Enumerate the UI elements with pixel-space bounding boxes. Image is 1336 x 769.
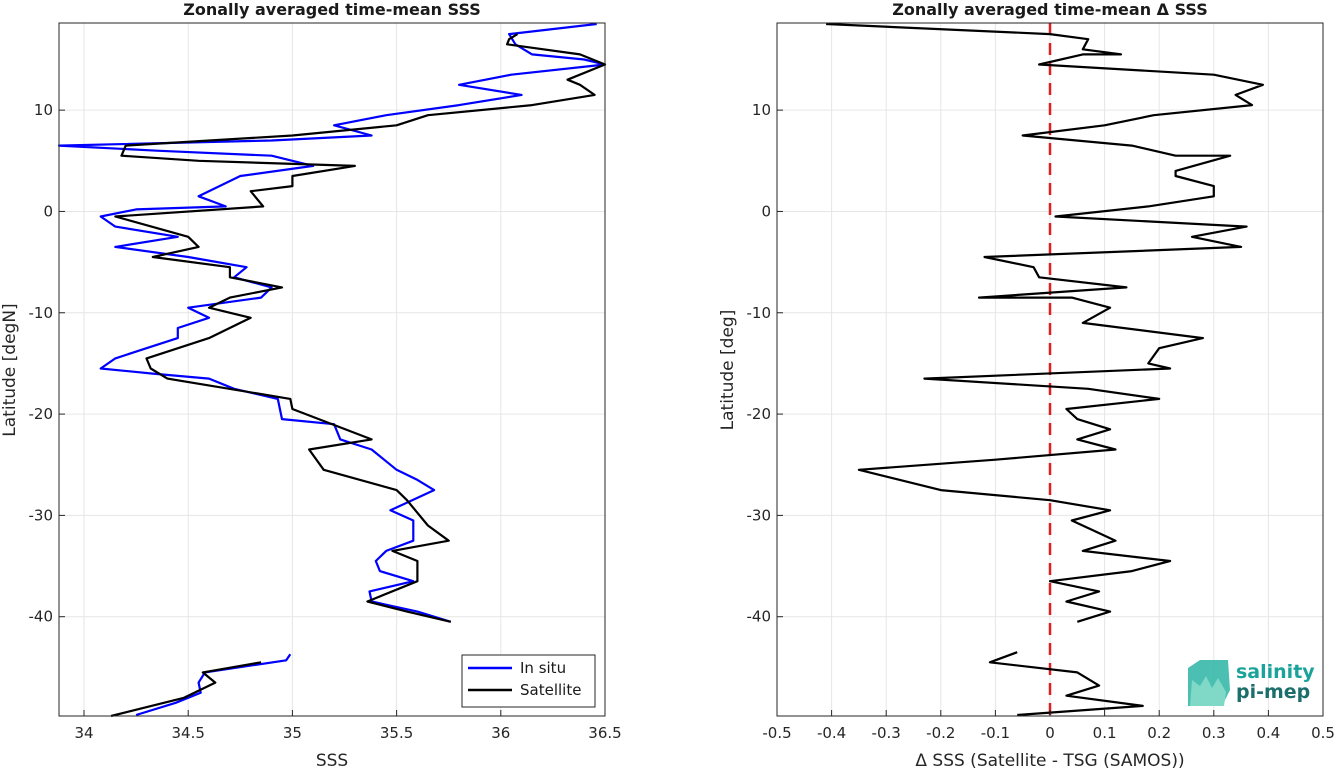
right-x-tick-label: -0.4 — [817, 724, 846, 742]
right-x-tick-label: -0.2 — [926, 724, 955, 742]
right-y-tick-label: -20 — [747, 405, 772, 423]
right-y-tick-label: -30 — [747, 506, 772, 524]
right-series-layer — [826, 22, 1265, 717]
left-y-tick-label: -10 — [29, 304, 54, 322]
left-x-tick-label: 35.5 — [380, 724, 413, 742]
right-tick-labels: -0.5 -0.4 -0.3 -0.2 -0.1 0 0.1 0.2 0.3 0.4 0.5 -40 -… — [747, 101, 1335, 742]
legend-label-satellite: Satellite — [520, 681, 581, 699]
left-y-tick-label: 0 — [43, 202, 53, 220]
right-x-tick-label: -0.3 — [872, 724, 901, 742]
left-x-tick-label: 36.5 — [588, 724, 621, 742]
series-line-in-situ — [135, 653, 292, 717]
right-chart-panel: -0.5 -0.4 -0.3 -0.2 -0.1 0 0.1 0.2 0.3 0.4 0.5 -40 -… — [718, 0, 1335, 769]
left-chart-panel: 34 34.5 35 35.5 36 36.5 -40 -30 -20 -10 0 10 Zonall… — [0, 0, 622, 769]
left-y-axis-label: Latitude [degN] — [0, 303, 20, 436]
right-chart-title: Zonally averaged time-mean Δ SSS — [892, 0, 1208, 19]
logo-text-pi-mep: pi-mep — [1236, 681, 1310, 703]
right-y-tick-label: 0 — [761, 202, 771, 220]
series-line-satellite — [114, 33, 607, 623]
right-x-tick-label: 0.4 — [1256, 724, 1280, 742]
series-line-delta-sss — [988, 651, 1144, 717]
left-x-tick-label: 34 — [74, 724, 93, 742]
left-x-tick-label: 34.5 — [172, 724, 205, 742]
series-line-in-situ — [57, 22, 607, 623]
left-chart-title: Zonally averaged time-mean SSS — [183, 0, 481, 19]
left-series-layer — [57, 22, 607, 718]
left-x-tick-label: 35 — [283, 724, 302, 742]
salinity-pi-mep-logo: salinity pi-mep — [1188, 660, 1315, 706]
right-x-axis-label: Δ SSS (Satellite - TSG (SAMOS)) — [915, 751, 1184, 769]
left-axes-box — [58, 22, 606, 717]
right-x-tick-label: 0.5 — [1311, 724, 1335, 742]
left-y-tick-label: -30 — [29, 506, 54, 524]
logo-text-salinity: salinity — [1236, 661, 1315, 683]
left-y-tick-label: -40 — [29, 608, 54, 626]
left-y-tick-label: 10 — [34, 101, 53, 119]
legend: In situ Satellite — [461, 654, 596, 708]
series-line-satellite — [110, 661, 262, 718]
right-x-tick-label: 0 — [1045, 724, 1055, 742]
right-x-tick-label: 0.3 — [1202, 724, 1226, 742]
right-y-tick-label: -40 — [747, 608, 772, 626]
right-x-tick-label: 0.1 — [1093, 724, 1117, 742]
logo-mark-front — [1190, 676, 1226, 706]
left-plot-area — [59, 23, 605, 716]
left-y-tick-label: -20 — [29, 405, 54, 423]
right-x-tick-label: -0.1 — [981, 724, 1010, 742]
legend-label-in-situ: In situ — [520, 659, 566, 677]
right-y-tick-label: -10 — [747, 304, 772, 322]
legend-box — [461, 654, 596, 708]
right-x-tick-label: -0.5 — [762, 724, 791, 742]
left-x-axis-label: SSS — [316, 751, 348, 769]
left-x-tick-label: 36 — [491, 724, 510, 742]
right-x-tick-label: 0.2 — [1147, 724, 1171, 742]
right-y-axis-label: Latitude [deg] — [718, 310, 738, 431]
series-line-delta-sss — [826, 22, 1265, 623]
left-tick-labels: 34 34.5 35 35.5 36 36.5 -40 -30 -20 -10 0 10 — [29, 101, 622, 742]
right-y-tick-label: 10 — [752, 101, 771, 119]
